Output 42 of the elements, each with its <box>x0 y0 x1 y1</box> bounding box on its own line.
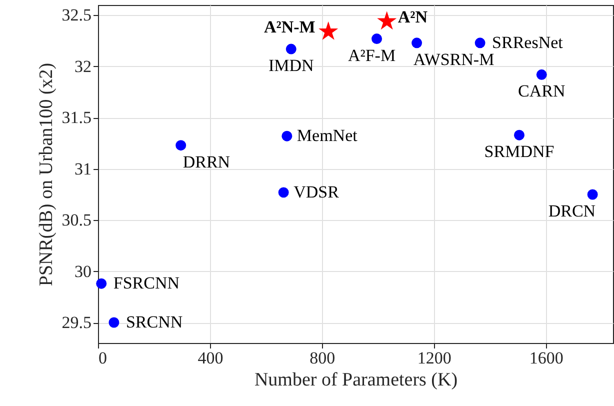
annotation: SRMDNF <box>484 142 554 162</box>
x-axis-title: Number of Parameters (K) <box>254 370 458 390</box>
point <box>176 140 186 151</box>
annotation: VDSR <box>294 182 340 202</box>
x-tick-label: 800 <box>310 348 336 368</box>
y-tick-label: 30.5 <box>62 210 92 230</box>
annotation: A²N <box>398 7 428 26</box>
annotation: AWSRN-M <box>413 50 494 69</box>
point <box>108 317 120 328</box>
annotation: DRRN <box>182 152 230 172</box>
point <box>536 69 547 80</box>
annotation: DRCN <box>548 201 596 220</box>
annotation: IMDN <box>268 56 314 76</box>
x-tick-label: 1600 <box>529 348 564 368</box>
x-tick-label: 1200 <box>417 348 452 368</box>
point <box>587 189 598 200</box>
point <box>286 44 296 54</box>
point <box>474 38 486 48</box>
y-tick-label: 29.5 <box>62 313 92 332</box>
y-tick-label: 31 <box>74 159 92 178</box>
point <box>282 130 292 142</box>
point <box>377 11 397 30</box>
point <box>372 34 382 44</box>
annotation: SRCNN <box>126 312 183 332</box>
annotation: MemNet <box>296 126 358 146</box>
annotation: FSRCNN <box>113 274 180 293</box>
y-tick-label: 32 <box>74 56 92 76</box>
x-tick-label: 400 <box>198 348 224 368</box>
annotation: SRResNet <box>492 32 564 52</box>
point <box>318 21 338 40</box>
x-tick-label: 0 <box>98 348 107 368</box>
annotation: CARN <box>518 82 566 101</box>
y-axis-title: PSNR(dB) on Urban100 (x2) <box>36 62 57 286</box>
y-tick-label: 31.5 <box>62 108 92 128</box>
point <box>278 187 289 198</box>
point <box>96 278 107 289</box>
y-tick-label: 30 <box>74 262 92 281</box>
point <box>514 130 524 140</box>
y-tick-label: 32.5 <box>62 6 92 25</box>
point <box>412 38 422 48</box>
annotation: A²N-M <box>264 18 316 37</box>
annotation: A²F-M <box>348 46 396 65</box>
